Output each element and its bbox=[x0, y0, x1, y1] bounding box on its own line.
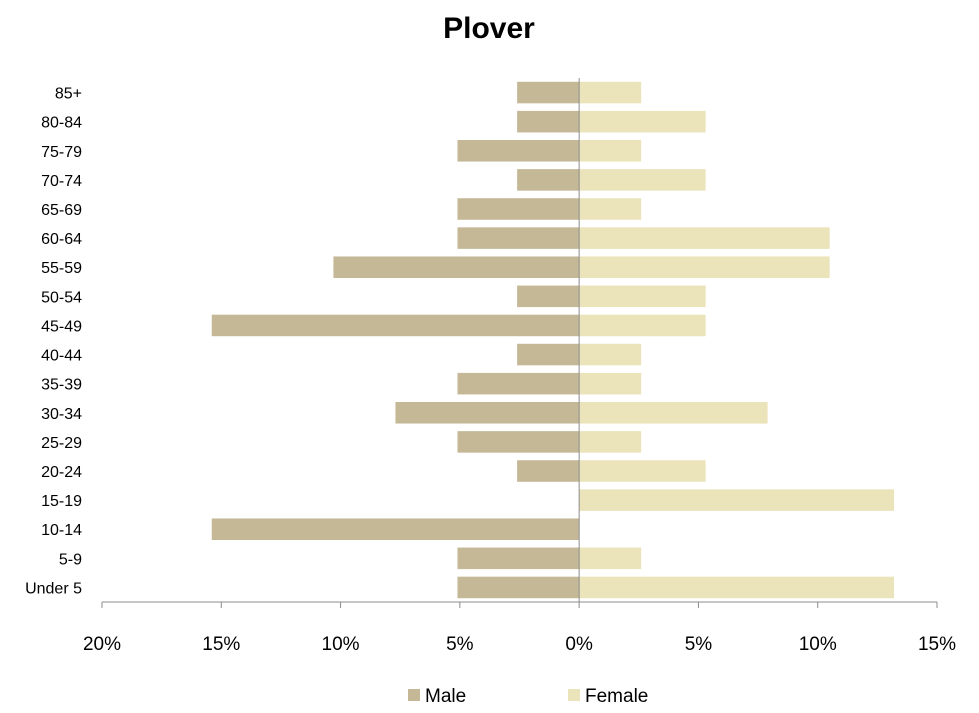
category-label: 40-44 bbox=[41, 348, 82, 365]
category-label: 20-24 bbox=[41, 464, 82, 481]
bar-female-20-24 bbox=[579, 460, 706, 482]
x-tick-label: 5% bbox=[446, 634, 474, 655]
bar-male-70-74 bbox=[517, 169, 580, 191]
bar-male-40-44 bbox=[517, 343, 580, 366]
bar-male-25-29 bbox=[457, 431, 580, 453]
bar-male-80-84 bbox=[517, 110, 580, 133]
bar-female-65-69 bbox=[579, 198, 642, 220]
bar-male-10-14 bbox=[211, 518, 580, 540]
category-label: 85+ bbox=[55, 86, 82, 103]
bar-female-25-29 bbox=[579, 431, 642, 453]
bar-male-45-49 bbox=[211, 314, 580, 337]
category-label: 25-29 bbox=[41, 435, 82, 452]
legend-label-female: Female bbox=[585, 686, 648, 707]
category-label: 80-84 bbox=[41, 115, 82, 132]
x-axis-ticks: 20% 15% 10% 5% 0% 5% 10% 15% bbox=[83, 602, 956, 655]
category-label: 75-79 bbox=[41, 144, 82, 161]
legend: Male Female bbox=[408, 686, 648, 707]
bar-female-15-19 bbox=[579, 489, 895, 511]
category-label: 55-59 bbox=[41, 260, 82, 277]
bar-male-50-54 bbox=[517, 285, 580, 308]
x-tick-label: 20% bbox=[83, 634, 121, 655]
category-labels: 85+ 80-84 75-79 70-74 65-69 60-64 55-59 50-54 45… bbox=[25, 86, 82, 598]
category-label: 15-19 bbox=[41, 493, 82, 510]
bar-male-20-24 bbox=[517, 460, 580, 482]
category-label: 60-64 bbox=[41, 231, 82, 248]
x-tick-label: 0% bbox=[565, 634, 593, 655]
bar-female-40-44 bbox=[579, 343, 642, 366]
category-label: 45-49 bbox=[41, 318, 82, 335]
x-tick-label: 15% bbox=[202, 634, 240, 655]
bar-male-35-39 bbox=[457, 372, 580, 395]
category-label: 30-34 bbox=[41, 406, 82, 423]
bar-female-85plus bbox=[579, 81, 642, 104]
bar-male-under-5 bbox=[457, 576, 580, 599]
bar-male-60-64 bbox=[457, 227, 580, 249]
x-tick-label: 10% bbox=[799, 634, 837, 655]
bar-male-5-9 bbox=[457, 547, 580, 570]
bar-female-50-54 bbox=[579, 285, 706, 308]
bar-male-65-69 bbox=[457, 198, 580, 220]
bar-female-45-49 bbox=[579, 314, 706, 337]
bar-female-30-34 bbox=[579, 402, 768, 424]
bar-male-85plus bbox=[517, 81, 580, 104]
category-label: 10-14 bbox=[41, 522, 82, 539]
category-label: 35-39 bbox=[41, 377, 82, 394]
bar-female-35-39 bbox=[579, 372, 642, 395]
bar-female-55-59 bbox=[579, 256, 830, 278]
bar-male-30-34 bbox=[395, 402, 580, 424]
category-label: 70-74 bbox=[41, 173, 82, 190]
bar-female-under-5 bbox=[579, 576, 895, 599]
bar-female-75-79 bbox=[579, 140, 642, 162]
x-tick-label: 15% bbox=[918, 634, 956, 655]
bar-female-80-84 bbox=[579, 110, 706, 133]
bar-male-75-79 bbox=[457, 140, 580, 162]
bar-female-60-64 bbox=[579, 227, 830, 249]
x-tick-label: 10% bbox=[322, 634, 360, 655]
category-label: Under 5 bbox=[25, 580, 82, 597]
category-label: 50-54 bbox=[41, 289, 82, 306]
chart-title: Plover bbox=[443, 12, 535, 45]
x-tick-label: 5% bbox=[685, 634, 713, 655]
legend-swatch-female bbox=[568, 689, 580, 701]
bar-female-5-9 bbox=[579, 547, 642, 570]
bars-group bbox=[211, 81, 895, 599]
category-label: 65-69 bbox=[41, 202, 82, 219]
bar-male-55-59 bbox=[333, 256, 580, 278]
bar-female-70-74 bbox=[579, 169, 706, 191]
legend-label-male: Male bbox=[425, 686, 466, 707]
legend-swatch-male bbox=[408, 689, 420, 701]
category-label: 5-9 bbox=[59, 551, 82, 568]
